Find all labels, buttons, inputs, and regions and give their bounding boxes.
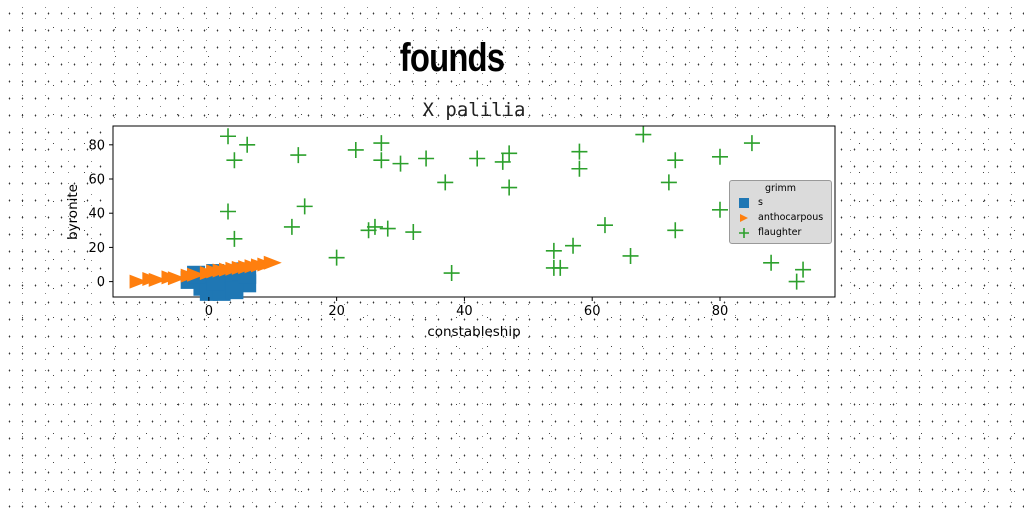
data-point-flaughter bbox=[667, 222, 684, 239]
data-point-anthocarpous bbox=[142, 272, 161, 287]
data-point-flaughter bbox=[596, 217, 613, 234]
y-tick-label: 40 bbox=[88, 207, 105, 222]
y-tick-label: 80 bbox=[88, 138, 105, 153]
data-point-flaughter bbox=[545, 242, 562, 259]
data-point-flaughter bbox=[360, 222, 377, 239]
data-point-anthocarpous bbox=[212, 263, 231, 278]
legend-label: s bbox=[758, 197, 763, 208]
legend-label: anthocarpous bbox=[758, 212, 824, 223]
data-point-flaughter bbox=[366, 218, 383, 235]
data-point-anthocarpous bbox=[129, 274, 148, 289]
square-marker-icon bbox=[738, 197, 750, 209]
data-point-flaughter bbox=[788, 273, 805, 290]
y-tick-label: 0 bbox=[97, 275, 105, 290]
data-point-flaughter bbox=[622, 247, 639, 264]
data-point-anthocarpous bbox=[225, 261, 244, 276]
legend: grimm s anthocarpous flaughter bbox=[729, 180, 832, 244]
data-point-flaughter bbox=[220, 128, 237, 145]
data-point-flaughter bbox=[373, 152, 390, 169]
data-point-flaughter bbox=[226, 152, 243, 169]
x-tick-label: 0 bbox=[205, 304, 213, 319]
data-point-flaughter bbox=[239, 136, 256, 153]
data-point-flaughter bbox=[571, 160, 588, 177]
data-point-flaughter bbox=[347, 141, 364, 158]
data-point-anthocarpous bbox=[161, 270, 180, 285]
data-point-flaughter bbox=[296, 198, 313, 215]
data-point-flaughter bbox=[226, 230, 243, 247]
data-point-flaughter bbox=[328, 249, 345, 266]
data-point-s bbox=[225, 281, 244, 300]
data-point-flaughter bbox=[373, 135, 390, 152]
x-axis-label: constableship bbox=[427, 324, 520, 340]
data-point-flaughter bbox=[565, 237, 582, 254]
data-point-anthocarpous bbox=[250, 258, 269, 273]
data-point-flaughter bbox=[283, 218, 300, 235]
data-point-flaughter bbox=[501, 179, 518, 196]
data-point-flaughter bbox=[379, 220, 396, 237]
x-tick-label: 60 bbox=[584, 304, 601, 319]
data-point-flaughter bbox=[501, 145, 518, 162]
data-point-anthocarpous bbox=[238, 260, 257, 275]
data-marks bbox=[129, 126, 812, 301]
y-tick-label: 20 bbox=[88, 241, 105, 256]
data-point-flaughter bbox=[494, 153, 511, 170]
data-point-flaughter bbox=[571, 143, 588, 160]
x-tick-label: 40 bbox=[456, 304, 473, 319]
data-point-anthocarpous bbox=[180, 268, 199, 283]
data-point-flaughter bbox=[443, 265, 460, 282]
data-point-flaughter bbox=[418, 150, 435, 167]
data-point-flaughter bbox=[392, 155, 409, 172]
data-point-anthocarpous bbox=[263, 255, 282, 270]
data-point-flaughter bbox=[763, 254, 780, 271]
x-tick-label: 80 bbox=[712, 304, 729, 319]
data-point-flaughter bbox=[290, 147, 307, 164]
figure-suptitle: founds bbox=[399, 36, 505, 80]
data-point-flaughter bbox=[711, 201, 728, 218]
data-point-s bbox=[206, 272, 225, 291]
legend-title: grimm bbox=[764, 183, 797, 194]
plus-marker-icon bbox=[738, 227, 750, 239]
legend-item-flaughter: flaughter bbox=[730, 225, 831, 240]
legend-label: flaughter bbox=[758, 227, 802, 238]
triangle-marker-icon bbox=[738, 212, 750, 224]
data-point-flaughter bbox=[660, 174, 677, 191]
data-point-flaughter bbox=[711, 148, 728, 165]
data-point-flaughter bbox=[437, 174, 454, 191]
data-point-flaughter bbox=[667, 152, 684, 169]
data-point-flaughter bbox=[552, 259, 569, 276]
data-point-flaughter bbox=[635, 126, 652, 143]
data-point-flaughter bbox=[469, 150, 486, 167]
x-tick-label: 20 bbox=[328, 304, 345, 319]
x-axis-ticks: 0 20 40 60 80 bbox=[205, 297, 729, 319]
legend-item-s: s bbox=[730, 195, 831, 210]
chart-title: X palilia bbox=[422, 99, 526, 121]
y-axis-ticks: 0 20 40 60 80 bbox=[88, 138, 113, 290]
data-point-flaughter bbox=[795, 261, 812, 278]
y-axis-label: byronite bbox=[65, 184, 81, 240]
y-tick-label: 60 bbox=[88, 173, 105, 188]
data-point-flaughter bbox=[405, 224, 422, 241]
data-point-flaughter bbox=[743, 135, 760, 152]
legend-item-anthocarpous: anthocarpous bbox=[730, 210, 831, 225]
data-point-flaughter bbox=[220, 203, 237, 220]
